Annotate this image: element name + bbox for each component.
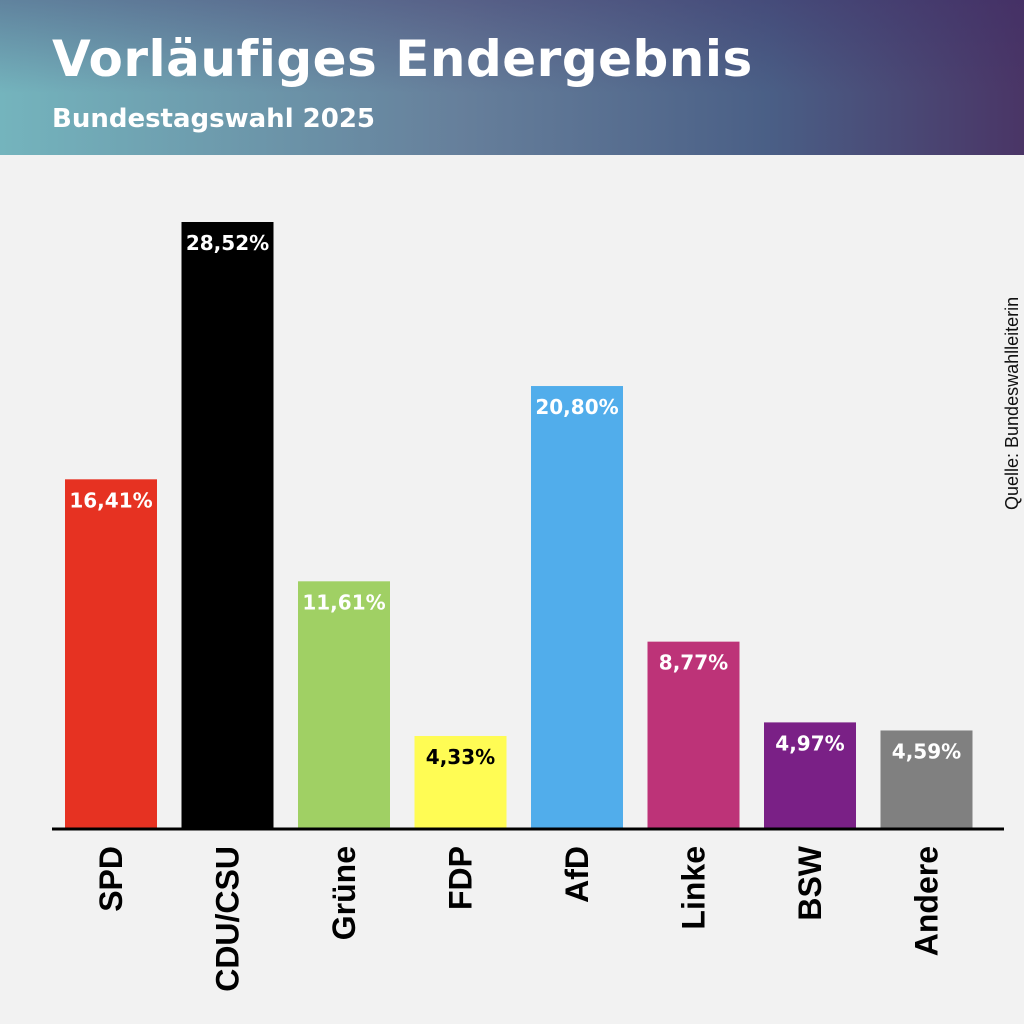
category-label-andere: Andere [909, 846, 945, 956]
category-label-fdp: FDP [443, 846, 479, 910]
bar-linke [647, 641, 740, 828]
bar-andere [880, 730, 973, 828]
bar-spd [65, 479, 157, 828]
chart-subtitle: Bundestagswahl 2025 [52, 104, 376, 134]
bar-grüne [298, 581, 390, 828]
category-label-grüne: Grüne [326, 846, 362, 940]
bar-fdp [414, 735, 507, 828]
bar-afd [531, 386, 623, 828]
value-label-grüne: 11,61% [302, 590, 385, 614]
value-label-bsw: 4,97% [775, 731, 844, 755]
value-label-spd: 16,41% [69, 488, 152, 512]
category-label-linke: Linke [676, 846, 712, 930]
bar-bsw [764, 722, 856, 828]
category-label-bsw: BSW [792, 845, 828, 920]
chart-title: Vorläufiges Endergebnis [52, 30, 753, 88]
bar-cdu-csu [181, 222, 274, 828]
value-label-cdu-csu: 28,52% [186, 231, 269, 255]
header-overlay [0, 0, 1024, 155]
value-label-linke: 8,77% [659, 651, 728, 675]
category-label-afd: AfD [559, 846, 595, 903]
category-label-cdu-csu: CDU/CSU [210, 846, 246, 992]
header-banner: Vorläufiges Endergebnis Bundestagswahl 2… [0, 0, 1024, 155]
value-label-afd: 20,80% [535, 395, 618, 419]
value-label-andere: 4,59% [892, 739, 961, 763]
value-label-fdp: 4,33% [426, 745, 495, 769]
category-label-spd: SPD [93, 846, 129, 912]
